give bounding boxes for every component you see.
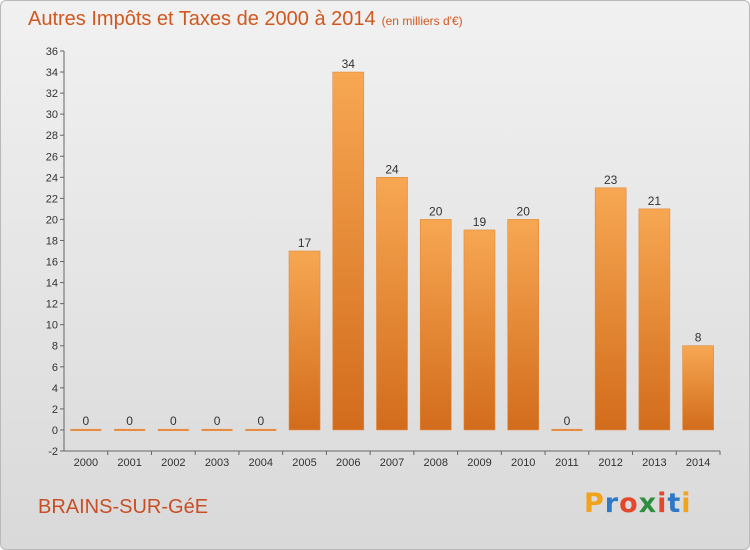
x-tick-label: 2008 — [423, 457, 447, 469]
logo-letter: i — [657, 488, 668, 519]
bar — [157, 428, 189, 431]
bar — [507, 219, 540, 431]
x-tick-label: 2002 — [161, 457, 185, 469]
chart-title-text: Autres Impôts et Taxes de 2000 à 2014 — [28, 8, 376, 30]
bar-value-label: 8 — [695, 331, 702, 345]
x-tick-label: 2010 — [511, 457, 535, 469]
logo-letter: i — [681, 488, 692, 519]
y-tick-label: 2 — [52, 404, 58, 416]
bar-value-label: 20 — [429, 204, 443, 218]
bar-value-label: 21 — [648, 194, 662, 208]
y-tick-label: 32 — [46, 88, 58, 100]
bar — [70, 428, 102, 431]
x-tick-label: 2005 — [292, 457, 316, 469]
bar — [594, 187, 627, 431]
y-tick-label: 14 — [46, 278, 58, 290]
bar — [245, 428, 277, 431]
logo-letter: P — [584, 488, 605, 519]
x-tick-label: 2013 — [642, 457, 666, 469]
x-tick-label: 2000 — [74, 457, 98, 469]
y-tick-label: 34 — [46, 67, 58, 79]
bar-value-label: 23 — [604, 173, 618, 187]
x-tick-label: 2003 — [205, 457, 229, 469]
x-tick-label: 2012 — [598, 457, 622, 469]
bar — [463, 229, 496, 431]
y-tick-label: 24 — [46, 172, 58, 184]
town-name: BRAINS-SUR-GéE — [38, 496, 209, 518]
bar-value-label: 19 — [473, 215, 487, 229]
bar — [682, 345, 714, 431]
x-tick-label: 2001 — [117, 457, 141, 469]
y-tick-label: 30 — [46, 109, 58, 121]
y-tick-label: -2 — [48, 446, 58, 458]
x-tick-label: 2009 — [467, 457, 491, 469]
x-tick-label: 2014 — [686, 457, 710, 469]
y-tick-label: 26 — [46, 151, 58, 163]
logo-letter: x — [638, 488, 658, 519]
bar-value-label: 0 — [170, 414, 177, 428]
y-tick-label: 28 — [46, 130, 58, 142]
y-tick-label: 20 — [46, 214, 58, 226]
bar-value-label: 20 — [517, 204, 531, 218]
bar-value-label: 34 — [342, 57, 356, 71]
y-tick-label: 18 — [46, 235, 58, 247]
logo-letter: o — [619, 488, 639, 519]
y-tick-label: 16 — [46, 257, 58, 269]
y-tick-label: 8 — [52, 341, 58, 353]
bar — [288, 250, 321, 431]
chart-title: Autres Impôts et Taxes de 2000 à 2014 (en… — [28, 8, 463, 31]
y-tick-label: 12 — [46, 299, 58, 311]
bar-value-label: 0 — [214, 414, 221, 428]
bar — [114, 428, 146, 431]
chart-subtitle: (en milliers d'€) — [381, 14, 463, 28]
bar-value-label: 17 — [298, 236, 312, 250]
bar-value-label: 0 — [83, 414, 90, 428]
bar-value-label: 24 — [385, 162, 399, 176]
bar — [201, 428, 233, 431]
y-tick-label: 6 — [52, 362, 58, 374]
logo-letter: t — [667, 488, 682, 519]
y-tick-label: 10 — [46, 320, 58, 332]
x-tick-label: 2007 — [380, 457, 404, 469]
bar — [419, 219, 452, 431]
y-tick-label: 36 — [46, 46, 58, 58]
bar — [332, 71, 365, 431]
bar — [376, 177, 408, 431]
x-tick-label: 2004 — [249, 457, 273, 469]
x-tick-label: 2006 — [336, 457, 360, 469]
y-tick-label: 4 — [52, 383, 58, 395]
x-tick-label: 2011 — [555, 457, 579, 469]
bar-value-label: 0 — [126, 414, 133, 428]
bar-value-label: 0 — [257, 414, 264, 428]
y-tick-label: 0 — [52, 425, 58, 437]
bar — [551, 428, 583, 431]
proxiti-logo[interactable]: Proxiti — [584, 488, 692, 519]
y-tick-label: 22 — [46, 193, 58, 205]
bar-value-label: 0 — [564, 414, 571, 428]
bar — [638, 208, 671, 431]
logo-letter: r — [604, 488, 620, 519]
